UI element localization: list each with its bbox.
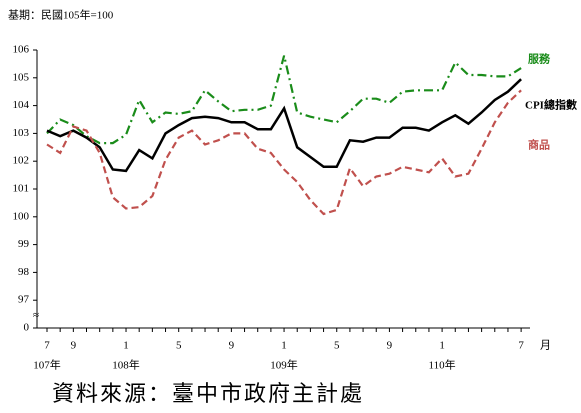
y-tick-label: 97	[18, 294, 30, 306]
x-unit: 月	[540, 340, 551, 352]
y-tick-label: 102	[13, 155, 30, 167]
chart-subtitle: 基期：民國105年=100	[8, 8, 114, 22]
x-tick-label: 9	[387, 340, 393, 352]
x-tick-label: 1	[439, 340, 445, 352]
series-line	[46, 55, 522, 145]
series-line	[46, 89, 522, 216]
x-tick-label: 5	[334, 340, 340, 352]
x-tick-label: 7	[44, 340, 50, 352]
year-label: 107年	[33, 358, 61, 372]
y-tick-label: 106	[13, 44, 30, 56]
year-label: 109年	[270, 358, 298, 372]
x-tick-label: 9	[229, 340, 235, 352]
x-tick-label: 7	[518, 340, 524, 352]
series-label: CPI總指數	[525, 98, 577, 112]
y-tick-label: 104	[13, 99, 30, 111]
x-tick-label: 9	[71, 340, 77, 352]
x-tick-label: 1	[123, 340, 129, 352]
y-tick-label: 100	[13, 210, 30, 222]
year-label: 108年	[112, 358, 140, 372]
y-tick-label: 105	[13, 71, 30, 83]
y-tick-label: 99	[18, 238, 30, 250]
series-line	[46, 78, 522, 173]
y-tick-label: 0	[24, 322, 30, 334]
axis-break: ≈	[33, 310, 39, 322]
year-label: 110年	[429, 358, 456, 372]
y-tick-label: 103	[13, 127, 30, 139]
series-label: 商品	[528, 138, 550, 152]
source-note: 資料來源：臺中市政府主計處	[52, 381, 364, 406]
series-label: 服務	[528, 52, 551, 66]
x-tick-label: 5	[176, 340, 182, 352]
y-tick-label: 98	[18, 266, 30, 278]
y-tick-label: 101	[13, 183, 30, 195]
x-tick-label: 1	[281, 340, 287, 352]
